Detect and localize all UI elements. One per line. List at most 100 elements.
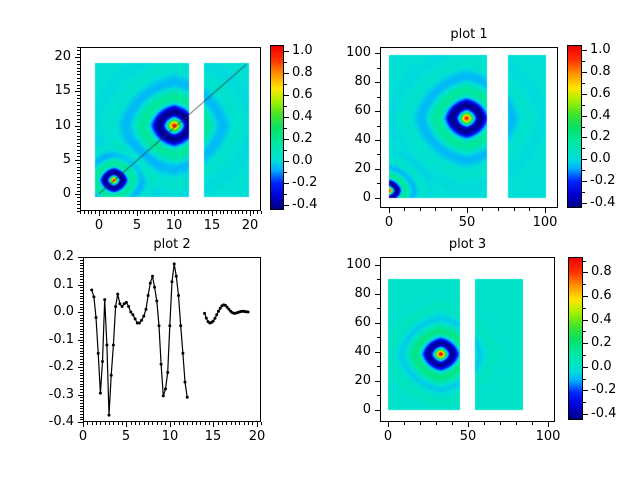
y-tick-minor	[80, 370, 83, 371]
colorbar-tick-minor	[583, 284, 586, 285]
y-tick-minor	[80, 315, 83, 316]
y-tick-minor	[80, 265, 83, 266]
y-tick-minor	[77, 95, 80, 96]
x-tick-minor	[227, 211, 228, 214]
y-tick-minor	[77, 129, 80, 130]
y-tick-minor	[77, 170, 80, 171]
colorbar-tick-label: 0.4	[591, 312, 612, 327]
colorbar-tick-minor	[284, 84, 287, 85]
colorbar-tick-minor	[284, 194, 287, 195]
x-tick-minor	[121, 211, 122, 214]
colorbar-tick-major	[582, 159, 587, 160]
colorbar-tick-major	[284, 51, 289, 52]
y-tick-minor	[77, 191, 80, 192]
y-tick-label: 0.1	[53, 277, 74, 292]
x-tick-label: 15	[203, 218, 221, 233]
y-tick-major	[78, 422, 83, 423]
y-tick-major	[375, 323, 380, 324]
colorbar-tick-major	[583, 414, 588, 415]
x-tick-minor	[118, 211, 119, 214]
y-tick-major	[375, 265, 380, 266]
colorbar-top-right	[567, 45, 582, 208]
colorbar-tick-minor	[582, 148, 585, 149]
x-tick-minor	[187, 422, 188, 425]
x-tick-minor	[222, 422, 223, 425]
x-tick-minor	[84, 211, 85, 214]
series-marker	[213, 316, 217, 320]
y-tick-minor	[80, 359, 83, 360]
x-tick-minor	[148, 422, 149, 425]
x-tick-minor	[216, 211, 217, 214]
x-tick-minor	[100, 422, 101, 425]
x-tick-minor	[532, 422, 533, 425]
colorbar-tick-label: 0.2	[292, 131, 313, 146]
series-marker	[96, 351, 100, 355]
y-tick-major	[375, 169, 380, 170]
x-tick-minor	[109, 422, 110, 425]
colorbar-tick-label: -0.2	[591, 382, 617, 397]
y-tick-minor	[377, 97, 380, 98]
y-tick-minor	[80, 381, 83, 382]
x-tick-minor	[246, 211, 247, 214]
y-tick-minor	[80, 348, 83, 349]
x-tick-label: 5	[132, 218, 142, 233]
y-tick-minor	[77, 153, 80, 154]
y-tick-major	[75, 91, 80, 92]
series-marker	[103, 298, 107, 302]
colorbar-tick-major	[583, 320, 588, 321]
y-tick-minor	[80, 389, 83, 390]
colorbar-tick-minor	[284, 128, 287, 129]
colorbar-tick-label: 0.6	[590, 86, 611, 101]
x-tick-minor	[200, 422, 201, 425]
x-tick-minor	[261, 211, 262, 214]
y-tick-minor	[80, 400, 83, 401]
colorbar-tick-minor	[583, 402, 586, 403]
x-tick-label: 0	[94, 218, 104, 233]
y-tick-minor	[80, 290, 83, 291]
x-tick-minor	[231, 422, 232, 425]
x-tick-major	[213, 422, 214, 427]
x-tick-minor	[404, 208, 405, 211]
x-tick-minor	[253, 211, 254, 214]
x-tick-label: 5	[121, 429, 131, 444]
x-tick-minor	[87, 422, 88, 425]
series-marker	[157, 324, 161, 328]
x-tick-minor	[420, 208, 421, 211]
x-tick-minor	[498, 208, 499, 211]
x-tick-minor	[220, 211, 221, 214]
series-marker	[179, 324, 183, 328]
x-tick-minor	[133, 211, 134, 214]
colorbar-tick-minor	[582, 170, 585, 171]
x-tick-minor	[197, 211, 198, 214]
y-tick-minor	[77, 184, 80, 185]
colorbar-tick-major	[582, 94, 587, 95]
colorbar-tick-major	[582, 203, 587, 204]
colorbar-tick-minor	[284, 150, 287, 151]
y-tick-minor	[77, 208, 80, 209]
y-tick-major	[78, 312, 83, 313]
y-tick-minor	[80, 414, 83, 415]
colorbar-tick-label: -0.2	[292, 175, 318, 190]
y-tick-minor	[77, 71, 80, 72]
y-tick-minor	[80, 274, 83, 275]
y-tick-minor	[80, 378, 83, 379]
y-tick-minor	[80, 331, 83, 332]
y-tick-minor	[77, 78, 80, 79]
x-tick-minor	[516, 422, 517, 425]
x-tick-minor	[192, 422, 193, 425]
x-tick-label: 100	[535, 429, 561, 444]
y-tick-label: 0	[62, 186, 71, 201]
x-tick-label: 20	[248, 429, 266, 444]
x-tick-minor	[189, 211, 190, 214]
x-tick-minor	[152, 422, 153, 425]
series-marker	[133, 317, 137, 321]
x-tick-minor	[452, 422, 453, 425]
y-tick-label: 40	[354, 344, 371, 359]
y-tick-label: 0	[362, 402, 371, 417]
x-tick-minor	[226, 422, 227, 425]
x-tick-major	[545, 208, 546, 213]
series-marker	[203, 311, 207, 315]
y-tick-minor	[77, 122, 80, 123]
x-tick-major	[174, 211, 175, 216]
